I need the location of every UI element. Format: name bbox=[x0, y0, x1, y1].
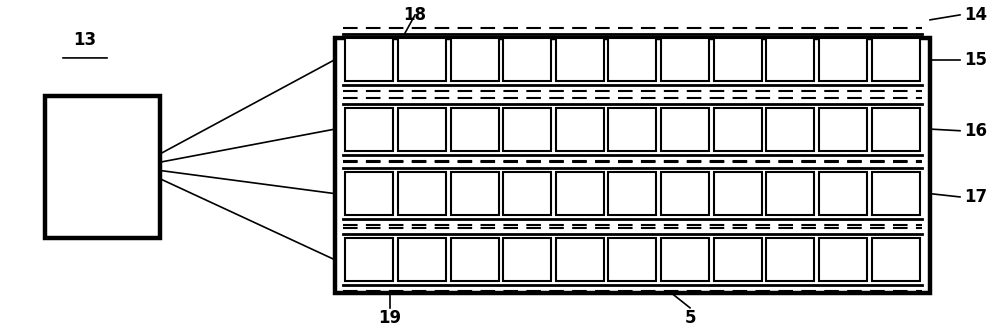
Bar bbox=[398, 108, 446, 151]
Bar bbox=[766, 238, 814, 281]
Bar bbox=[661, 108, 709, 151]
Bar bbox=[503, 38, 551, 81]
Text: 19: 19 bbox=[378, 309, 402, 327]
Bar bbox=[608, 38, 656, 81]
Bar bbox=[451, 172, 499, 215]
Bar bbox=[661, 38, 709, 81]
Text: 14: 14 bbox=[964, 6, 987, 24]
Bar bbox=[661, 172, 709, 215]
Bar bbox=[714, 108, 762, 151]
Bar bbox=[819, 38, 867, 81]
Bar bbox=[451, 108, 499, 151]
Text: 5: 5 bbox=[684, 309, 696, 327]
Bar bbox=[503, 238, 551, 281]
Bar bbox=[872, 238, 920, 281]
Bar bbox=[335, 38, 930, 293]
Bar bbox=[345, 38, 393, 81]
Bar bbox=[819, 172, 867, 215]
Bar bbox=[556, 38, 604, 81]
Bar bbox=[398, 238, 446, 281]
Bar bbox=[451, 38, 499, 81]
Text: 17: 17 bbox=[964, 188, 987, 206]
Bar bbox=[503, 108, 551, 151]
Bar bbox=[398, 38, 446, 81]
Bar bbox=[766, 38, 814, 81]
Bar bbox=[661, 238, 709, 281]
Bar bbox=[503, 172, 551, 215]
Bar bbox=[608, 172, 656, 215]
Bar bbox=[556, 172, 604, 215]
Bar bbox=[398, 172, 446, 215]
Bar bbox=[872, 108, 920, 151]
Bar bbox=[556, 238, 604, 281]
Text: 13: 13 bbox=[73, 31, 97, 49]
Bar bbox=[819, 108, 867, 151]
Bar bbox=[714, 38, 762, 81]
Bar bbox=[608, 108, 656, 151]
Bar bbox=[608, 238, 656, 281]
Bar bbox=[872, 172, 920, 215]
Bar bbox=[714, 172, 762, 215]
Text: 18: 18 bbox=[404, 6, 426, 24]
Bar bbox=[345, 108, 393, 151]
Bar bbox=[345, 172, 393, 215]
Bar bbox=[714, 238, 762, 281]
Bar bbox=[766, 172, 814, 215]
Bar bbox=[45, 96, 160, 238]
Bar bbox=[556, 108, 604, 151]
Bar bbox=[345, 238, 393, 281]
Text: 15: 15 bbox=[964, 51, 987, 69]
Text: 16: 16 bbox=[964, 122, 987, 140]
Bar bbox=[819, 238, 867, 281]
Bar bbox=[872, 38, 920, 81]
Bar bbox=[451, 238, 499, 281]
Bar bbox=[766, 108, 814, 151]
